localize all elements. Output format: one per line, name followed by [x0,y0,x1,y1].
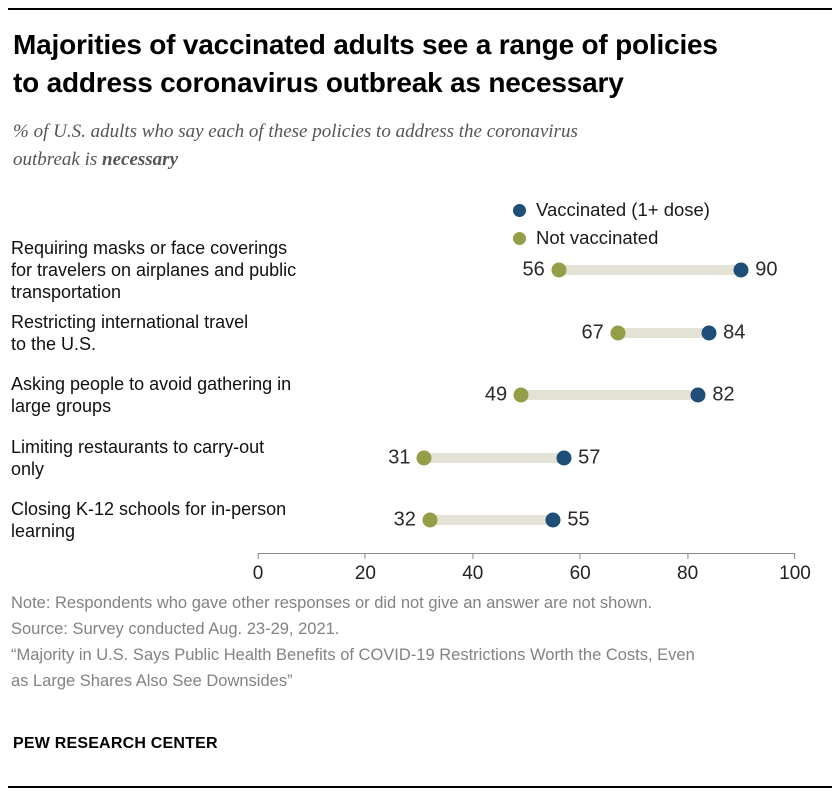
vaccinated-dot [690,387,706,403]
vaccinated-value: 84 [723,321,746,343]
x-tick-label: 80 [677,563,699,584]
chart-subtitle-emphasis: necessary [102,149,178,170]
chart-row: Requiring masks or face coverings for tr… [11,238,826,302]
not-vaccinated-dot [422,512,438,528]
connector-bar [521,390,699,400]
x-tick: 40 [462,553,483,585]
legend-label-not-vaccinated: Not vaccinated [536,227,659,248]
not-vaccinated-dot [610,325,626,340]
x-tick-label: 20 [354,563,376,584]
not-vaccinated-dot [513,387,529,403]
row-plot: 67 84 [258,302,795,364]
x-tick-mark [579,553,581,559]
vaccinated-value: 55 [567,508,590,531]
legend-item-not-vaccinated: Not vaccinated [505,224,710,252]
not-vaccinated-value: 67 [581,321,604,343]
x-tick-mark [687,553,689,559]
x-tick-label: 0 [252,563,264,584]
chart-subtitle: % of U.S. adults who say each of these p… [13,118,753,174]
row-plot: 32 55 [258,489,795,551]
x-tick: 60 [570,553,591,585]
vaccinated-dot [545,512,561,528]
not-vaccinated-value: 32 [393,508,416,531]
row-label: Closing K-12 schools for in-person learn… [11,499,287,541]
chart-row: Closing K-12 schools for in-person learn… [11,489,826,551]
chart-row: Restricting international travel to the … [11,302,826,364]
not-vaccinated-dot [551,262,567,278]
x-tick-mark [472,553,474,559]
vaccinated-value: 57 [578,446,601,468]
x-axis-line [258,553,795,554]
brand-wordmark: PEW RESEARCH CENTER [13,735,218,752]
chart-row: Limiting restaurants to carry-out only 3… [11,427,826,489]
top-divider [8,8,832,10]
x-axis: 0 20 40 60 80 100 [253,553,811,595]
chart-subtitle-text: % of U.S. adults who say each of these p… [13,121,578,170]
connector-bar [558,265,742,275]
source-text: Source: Survey conducted Aug. 23-29, 202… [11,620,340,638]
row-label: Requiring masks or face coverings for tr… [11,238,297,302]
legend-dot-not-vaccinated [513,231,526,245]
row-label: Restricting international travel to the … [11,311,249,354]
vaccinated-value: 82 [712,383,735,406]
row-plot: 56 90 [258,239,795,301]
x-tick: 80 [677,553,698,585]
chart-row: Asking people to avoid gathering in larg… [11,364,826,426]
vaccinated-dot [733,262,749,278]
connector-bar [617,327,710,338]
not-vaccinated-dot [416,450,432,465]
row-plot: 49 82 [258,364,795,426]
x-axis-ticks: 0 20 40 60 80 100 [253,553,811,595]
vaccinated-dot [701,325,717,340]
not-vaccinated-value: 56 [522,258,545,281]
connector-bar [429,515,554,525]
vaccinated-dot [556,450,572,465]
bottom-divider [8,786,832,788]
row-plot: 31 57 [258,427,795,489]
x-tick-mark [257,553,259,559]
not-vaccinated-value: 49 [484,383,508,406]
x-tick: 0 [252,553,264,585]
x-tick-label: 40 [462,563,484,584]
x-tick-mark [364,553,366,559]
row-label: Asking people to avoid gathering in larg… [11,374,292,416]
footer-notes: Note: Respondents who gave other respons… [11,590,811,694]
x-tick-label: 100 [779,563,811,584]
x-tick-label: 60 [569,563,591,584]
not-vaccinated-value: 31 [388,446,411,468]
report-title-text: “Majority in U.S. Says Public Health Ben… [11,646,695,690]
chart-rows: Requiring masks or face coverings for tr… [11,238,826,541]
connector-bar [424,452,565,463]
row-label: Limiting restaurants to carry-out only [11,436,265,479]
chart-title: Majorities of vaccinated adults see a ra… [13,29,718,98]
legend-dot-vaccinated [513,203,526,217]
note-text: Note: Respondents who gave other respons… [11,594,653,612]
x-tick: 20 [355,553,376,585]
legend-item-vaccinated: Vaccinated (1+ dose) [505,196,710,224]
vaccinated-value: 90 [755,258,778,281]
x-tick: 100 [779,553,811,585]
legend-label-vaccinated: Vaccinated (1+ dose) [536,199,710,220]
x-tick-mark [794,553,796,559]
chart-legend: Vaccinated (1+ dose) Not vaccinated [505,196,710,252]
